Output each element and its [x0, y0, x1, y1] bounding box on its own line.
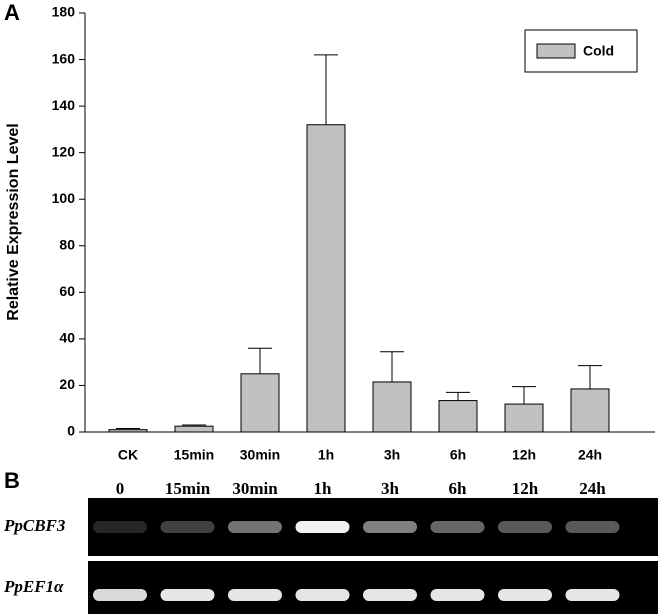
lane-label: 24h — [579, 479, 606, 498]
lane-label: 30min — [232, 479, 278, 498]
gel-band — [295, 521, 350, 533]
x-tick-label: 24h — [578, 447, 602, 463]
gel-band — [498, 589, 552, 601]
lane-label: 3h — [381, 479, 400, 498]
gel-band — [228, 589, 282, 601]
y-tick-label: 120 — [52, 143, 76, 159]
bar — [306, 124, 346, 433]
row-label: PpEF1α — [3, 577, 64, 596]
x-tick-label: 6h — [450, 447, 466, 463]
legend-swatch — [536, 43, 576, 59]
bar — [372, 381, 412, 433]
bar — [108, 429, 148, 433]
x-tick-label: 30min — [240, 447, 280, 463]
y-tick-label: 40 — [59, 330, 75, 346]
row-label: PpCBF3 — [3, 516, 66, 535]
gel-band — [295, 589, 350, 601]
bar — [570, 388, 610, 433]
legend-label: Cold — [583, 43, 614, 59]
x-tick-label: CK — [118, 447, 138, 463]
gel-band — [363, 521, 417, 533]
lane-label: 1h — [314, 479, 333, 498]
y-tick-label: 60 — [59, 283, 75, 299]
x-tick-label: 1h — [318, 447, 334, 463]
bar — [504, 403, 544, 433]
panel-label: A — [4, 0, 20, 25]
gel-band — [363, 589, 417, 601]
bar — [174, 425, 214, 433]
y-tick-label: 100 — [52, 190, 76, 206]
y-tick-label: 180 — [52, 4, 76, 20]
gel-band — [228, 521, 282, 533]
lane-label: 0 — [116, 479, 125, 498]
lane-label: 6h — [449, 479, 468, 498]
panel-label: B — [4, 468, 20, 493]
gel-band — [430, 589, 485, 601]
x-tick-label: 15min — [174, 447, 214, 463]
gel-band — [93, 521, 147, 533]
bar — [240, 373, 280, 433]
lane-label: 12h — [512, 479, 539, 498]
bar — [438, 400, 478, 433]
y-tick-label: 160 — [52, 50, 76, 66]
x-tick-label: 3h — [384, 447, 400, 463]
y-tick-label: 80 — [59, 236, 75, 252]
gel-band — [498, 521, 552, 533]
gel-row — [88, 561, 658, 614]
y-axis-label: Relative Expression Level — [5, 123, 22, 320]
y-tick-label: 0 — [67, 423, 75, 439]
x-tick-label: 12h — [512, 447, 536, 463]
gel-band — [93, 589, 147, 601]
gel-band — [565, 521, 620, 533]
y-tick-label: 20 — [59, 376, 75, 392]
gel-band — [430, 521, 485, 533]
gel-band — [160, 589, 215, 601]
lane-label: 15min — [165, 479, 211, 498]
gel-band — [565, 589, 620, 601]
gel-band — [160, 521, 215, 533]
y-tick-label: 140 — [52, 97, 76, 113]
